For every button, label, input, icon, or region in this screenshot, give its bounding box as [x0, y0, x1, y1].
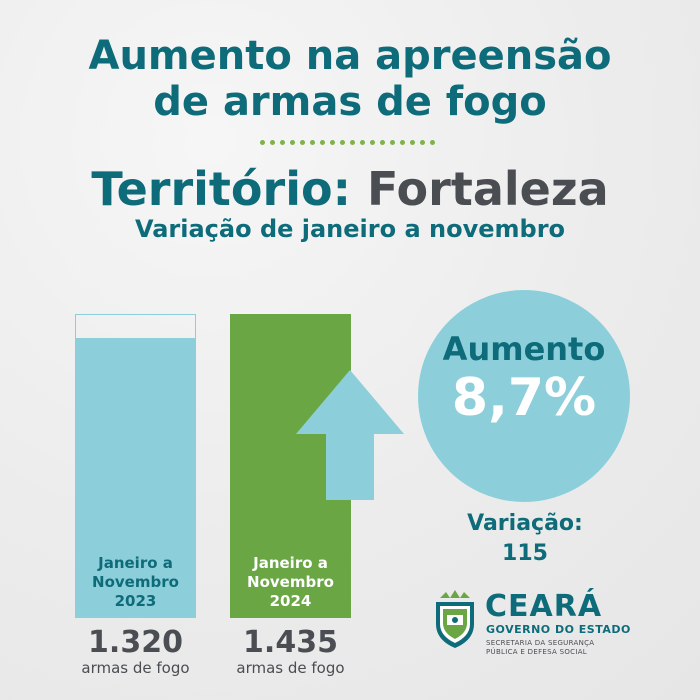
- chart-subtitle: Variação de janeiro a novembro: [134, 215, 566, 243]
- bar-2023: [75, 338, 196, 618]
- bar-label-2023: Janeiro a Novembro 2023: [75, 554, 196, 611]
- logo-secretariat-line1: SECRETARIA DA SEGURANÇA: [486, 639, 595, 647]
- increase-label: Aumento: [442, 330, 606, 368]
- dotted-divider: [260, 140, 440, 146]
- title-line-2: de armas de fogo: [153, 79, 547, 125]
- divider-dot: [390, 140, 395, 145]
- bar-label-2023-line1: Janeiro a: [98, 554, 173, 572]
- logo-subtitle: GOVERNO DO ESTADO: [486, 623, 631, 636]
- unit-label-2024: armas de fogo: [236, 659, 345, 677]
- increase-percentage: 8,7%: [451, 368, 597, 428]
- ceara-coat-of-arms-icon: [436, 590, 474, 648]
- divider-dot: [270, 140, 275, 145]
- logo-secretariat: SECRETARIA DA SEGURANÇA PÚBLICA E DEFESA…: [486, 639, 594, 657]
- divider-dot: [320, 140, 325, 145]
- bar-label-2024-line2: Novembro: [247, 573, 334, 591]
- bar-label-2023-line2: Novembro: [92, 573, 179, 591]
- divider-dot: [410, 140, 415, 145]
- bar-label-2024-line3: 2024: [269, 592, 312, 610]
- territory-label: Território:: [91, 162, 351, 216]
- divider-dot: [370, 140, 375, 145]
- divider-dot: [330, 140, 335, 145]
- value-label-2024: 1.435: [243, 625, 338, 660]
- unit-label-2023: armas de fogo: [81, 659, 190, 677]
- variation-label: Variação:: [467, 511, 583, 536]
- divider-dot: [350, 140, 355, 145]
- divider-dot: [400, 140, 405, 145]
- title-line-1: Aumento na apreensão: [88, 33, 612, 79]
- bar-label-2023-line3: 2023: [114, 592, 157, 610]
- divider-dot: [360, 140, 365, 145]
- divider-dot: [310, 140, 315, 145]
- logo-name: CEARÁ: [485, 589, 603, 624]
- bar-label-2024: Janeiro a Novembro 2024: [230, 554, 351, 611]
- divider-dot: [290, 140, 295, 145]
- divider-dot: [420, 140, 425, 145]
- divider-dot: [300, 140, 305, 145]
- divider-dot: [280, 140, 285, 145]
- increase-circle: [418, 290, 630, 502]
- divider-dot: [260, 140, 265, 145]
- up-arrow-icon: [296, 370, 404, 500]
- value-label-2023: 1.320: [88, 625, 183, 660]
- territory-heading: Território: Fortaleza: [0, 162, 700, 216]
- bar-label-2024-line1: Janeiro a: [253, 554, 328, 572]
- divider-dot: [340, 140, 345, 145]
- divider-dot: [380, 140, 385, 145]
- variation-value: 115: [502, 541, 548, 566]
- divider-dot: [430, 140, 435, 145]
- territory-name: Fortaleza: [367, 162, 609, 216]
- logo-secretariat-line2: PÚBLICA E DEFESA SOCIAL: [486, 648, 588, 656]
